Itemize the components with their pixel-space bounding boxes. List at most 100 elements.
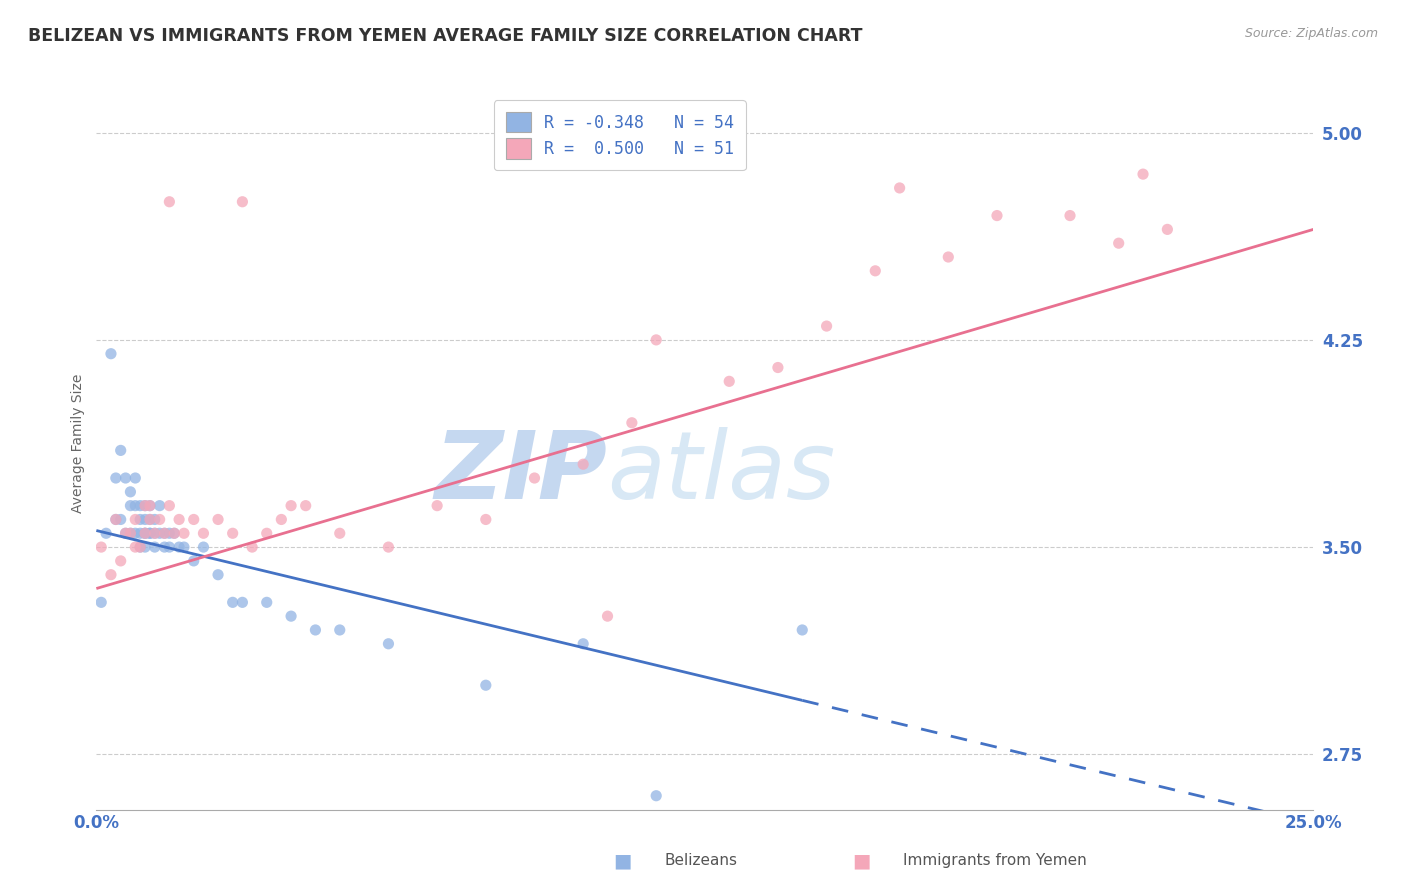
Point: [100, 347, 122, 361]
Point: [139, 512, 162, 526]
Point: [124, 471, 146, 485]
Point: [149, 512, 172, 526]
Point: [207, 512, 229, 526]
Point: [240, 540, 263, 554]
Point: [596, 609, 619, 624]
Point: [157, 499, 180, 513]
Point: [129, 540, 152, 554]
Point: [167, 512, 190, 526]
Point: [256, 595, 278, 609]
Point: [100, 567, 122, 582]
Text: Belizeans: Belizeans: [664, 854, 737, 868]
Point: [173, 540, 195, 554]
Point: [815, 319, 838, 334]
Point: [865, 264, 887, 278]
Point: [104, 512, 127, 526]
Point: [134, 526, 156, 541]
Point: [110, 554, 132, 568]
Point: [294, 499, 316, 513]
Point: [153, 540, 176, 554]
Point: [1156, 222, 1178, 236]
Point: [645, 333, 668, 347]
Point: [104, 512, 127, 526]
Point: [124, 512, 146, 526]
Point: [124, 540, 146, 554]
Point: [304, 623, 326, 637]
Point: [110, 443, 132, 458]
Y-axis label: Average Family Size: Average Family Size: [72, 374, 86, 513]
Point: [143, 526, 166, 541]
Point: [134, 499, 156, 513]
Point: [129, 512, 152, 526]
Point: [139, 499, 162, 513]
Point: [134, 540, 156, 554]
Point: [129, 540, 152, 554]
Point: [149, 526, 172, 541]
Point: [426, 499, 449, 513]
Point: [139, 499, 162, 513]
Point: [936, 250, 959, 264]
Point: [523, 471, 546, 485]
Point: [183, 554, 205, 568]
Point: [475, 678, 498, 692]
Point: [889, 181, 911, 195]
Point: [114, 526, 136, 541]
Point: [231, 194, 253, 209]
Text: Source: ZipAtlas.com: Source: ZipAtlas.com: [1244, 27, 1378, 40]
Point: [986, 209, 1008, 223]
Point: [280, 609, 302, 624]
Point: [572, 457, 595, 471]
Point: [620, 416, 643, 430]
Point: [157, 194, 180, 209]
Point: [329, 623, 352, 637]
Point: [134, 499, 156, 513]
Legend: R = -0.348   N = 54, R =  0.500   N = 51: R = -0.348 N = 54, R = 0.500 N = 51: [494, 101, 745, 170]
Point: [143, 512, 166, 526]
Point: [193, 526, 215, 541]
Point: [475, 512, 498, 526]
Point: [377, 637, 399, 651]
Point: [143, 540, 166, 554]
Point: [792, 623, 814, 637]
Point: [329, 526, 352, 541]
Point: [377, 540, 399, 554]
Point: [256, 526, 278, 541]
Point: [221, 526, 243, 541]
Point: [221, 595, 243, 609]
Point: [120, 499, 142, 513]
Point: [163, 526, 186, 541]
Point: [134, 512, 156, 526]
Point: [90, 540, 112, 554]
Point: [134, 526, 156, 541]
Point: [231, 595, 253, 609]
Point: [114, 471, 136, 485]
Text: ZIP: ZIP: [434, 426, 607, 519]
Point: [149, 499, 172, 513]
Text: ■: ■: [852, 851, 870, 871]
Point: [139, 512, 162, 526]
Point: [1059, 209, 1081, 223]
Text: BELIZEAN VS IMMIGRANTS FROM YEMEN AVERAGE FAMILY SIZE CORRELATION CHART: BELIZEAN VS IMMIGRANTS FROM YEMEN AVERAG…: [28, 27, 863, 45]
Point: [129, 526, 152, 541]
Point: [1132, 167, 1154, 181]
Point: [143, 526, 166, 541]
Point: [124, 526, 146, 541]
Point: [766, 360, 789, 375]
Point: [120, 526, 142, 541]
Point: [207, 567, 229, 582]
Point: [718, 375, 741, 389]
Point: [120, 526, 142, 541]
Point: [173, 526, 195, 541]
Point: [193, 540, 215, 554]
Point: [90, 595, 112, 609]
Point: [572, 637, 595, 651]
Point: [114, 526, 136, 541]
Point: [153, 526, 176, 541]
Point: [183, 512, 205, 526]
Text: atlas: atlas: [607, 427, 835, 518]
Point: [163, 526, 186, 541]
Point: [157, 540, 180, 554]
Text: Immigrants from Yemen: Immigrants from Yemen: [903, 854, 1087, 868]
Point: [1108, 236, 1130, 251]
Point: [157, 526, 180, 541]
